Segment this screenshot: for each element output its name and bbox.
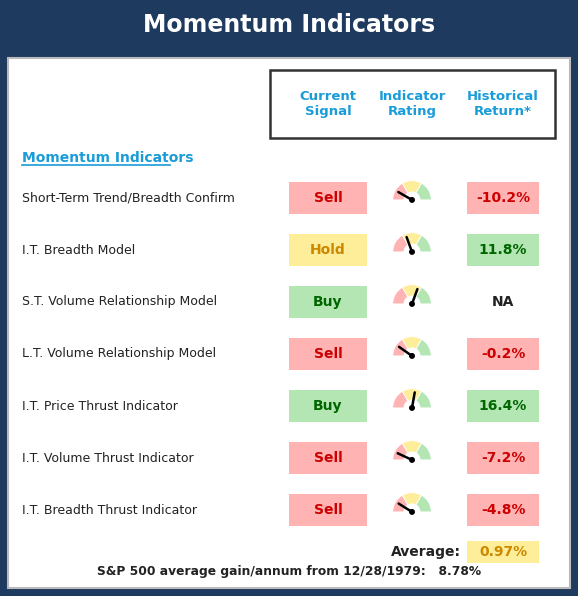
Wedge shape — [393, 183, 408, 200]
Text: NA: NA — [492, 295, 514, 309]
Wedge shape — [402, 440, 421, 453]
Text: I.T. Price Thrust Indicator: I.T. Price Thrust Indicator — [22, 399, 178, 412]
Text: Historical
Return*: Historical Return* — [467, 90, 539, 118]
FancyBboxPatch shape — [289, 338, 367, 370]
FancyBboxPatch shape — [467, 390, 539, 422]
Text: 11.8%: 11.8% — [479, 243, 527, 257]
Wedge shape — [402, 337, 421, 349]
Circle shape — [410, 198, 414, 202]
FancyBboxPatch shape — [289, 494, 367, 526]
Wedge shape — [416, 391, 431, 408]
Text: Hold: Hold — [310, 243, 346, 257]
Text: 0.97%: 0.97% — [479, 545, 527, 559]
Text: Sell: Sell — [314, 191, 342, 205]
Text: Momentum Indicators: Momentum Indicators — [143, 13, 435, 37]
FancyBboxPatch shape — [289, 442, 367, 474]
FancyBboxPatch shape — [467, 442, 539, 474]
Text: S&P 500 average gain/annum from 12/28/1979:   8.78%: S&P 500 average gain/annum from 12/28/19… — [97, 566, 481, 579]
FancyBboxPatch shape — [0, 0, 578, 50]
Text: Short-Term Trend/Breadth Confirm: Short-Term Trend/Breadth Confirm — [22, 191, 235, 204]
FancyBboxPatch shape — [8, 58, 570, 588]
Text: Momentum Indicators: Momentum Indicators — [22, 151, 194, 165]
Wedge shape — [416, 183, 431, 200]
Wedge shape — [402, 285, 421, 297]
Circle shape — [410, 510, 414, 514]
Circle shape — [410, 302, 414, 306]
Text: -0.2%: -0.2% — [481, 347, 525, 361]
Text: I.T. Breadth Model: I.T. Breadth Model — [22, 244, 135, 256]
Wedge shape — [393, 235, 408, 252]
Text: I.T. Volume Thrust Indicator: I.T. Volume Thrust Indicator — [22, 452, 194, 464]
Text: Current
Signal: Current Signal — [299, 90, 357, 118]
Circle shape — [410, 250, 414, 254]
Wedge shape — [402, 232, 421, 245]
Wedge shape — [402, 389, 421, 401]
Wedge shape — [416, 443, 431, 460]
Wedge shape — [416, 287, 431, 304]
Circle shape — [410, 406, 414, 410]
Circle shape — [410, 458, 414, 462]
Text: L.T. Volume Relationship Model: L.T. Volume Relationship Model — [22, 347, 216, 361]
Text: Average:: Average: — [391, 545, 461, 559]
FancyBboxPatch shape — [289, 182, 367, 214]
Wedge shape — [393, 287, 408, 304]
FancyBboxPatch shape — [467, 494, 539, 526]
Text: -7.2%: -7.2% — [481, 451, 525, 465]
Text: Buy: Buy — [313, 399, 343, 413]
Wedge shape — [393, 495, 408, 512]
Text: I.T. Breadth Thrust Indicator: I.T. Breadth Thrust Indicator — [22, 504, 197, 517]
FancyBboxPatch shape — [289, 286, 367, 318]
Text: -4.8%: -4.8% — [481, 503, 525, 517]
Wedge shape — [402, 493, 421, 505]
Text: Sell: Sell — [314, 503, 342, 517]
Wedge shape — [393, 443, 408, 460]
Text: Sell: Sell — [314, 347, 342, 361]
Text: Buy: Buy — [313, 295, 343, 309]
Text: S.T. Volume Relationship Model: S.T. Volume Relationship Model — [22, 296, 217, 309]
FancyBboxPatch shape — [289, 234, 367, 266]
Wedge shape — [393, 339, 408, 356]
Text: -10.2%: -10.2% — [476, 191, 530, 205]
Wedge shape — [393, 391, 408, 408]
Circle shape — [410, 353, 414, 358]
FancyBboxPatch shape — [289, 390, 367, 422]
Text: Indicator
Rating: Indicator Rating — [379, 90, 446, 118]
FancyBboxPatch shape — [467, 338, 539, 370]
Text: Sell: Sell — [314, 451, 342, 465]
FancyBboxPatch shape — [467, 182, 539, 214]
FancyBboxPatch shape — [270, 70, 555, 138]
Wedge shape — [416, 339, 431, 356]
Wedge shape — [416, 495, 431, 512]
FancyBboxPatch shape — [467, 234, 539, 266]
Wedge shape — [402, 181, 421, 193]
Wedge shape — [416, 235, 431, 252]
Text: 16.4%: 16.4% — [479, 399, 527, 413]
FancyBboxPatch shape — [467, 541, 539, 563]
